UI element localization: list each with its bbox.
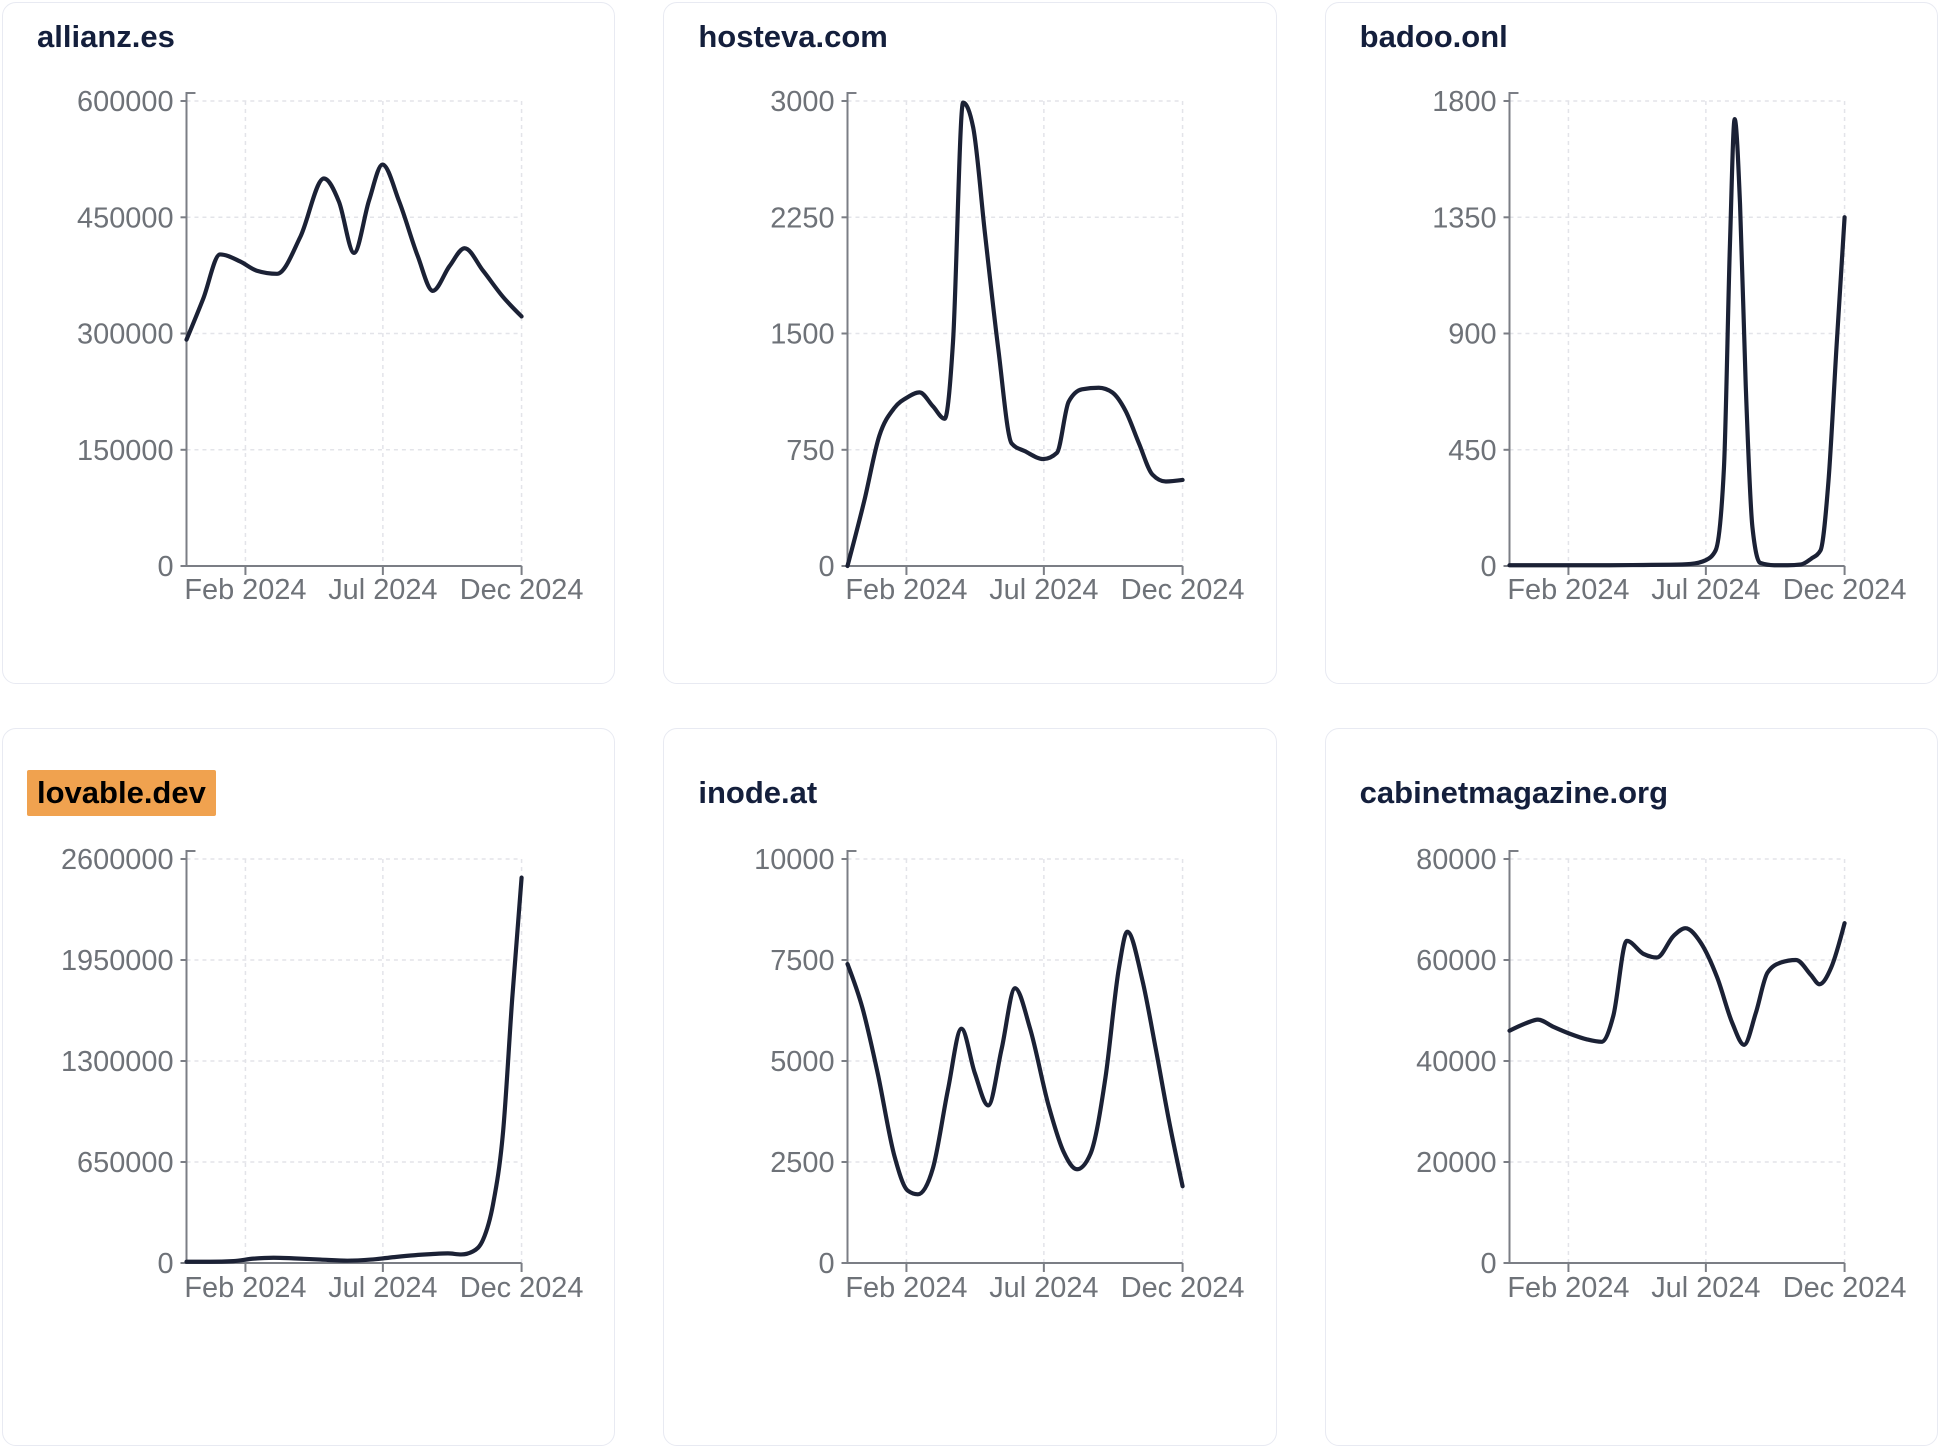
svg-text:Feb 2024: Feb 2024 xyxy=(1507,1272,1629,1304)
svg-text:Dec 2024: Dec 2024 xyxy=(460,1272,584,1304)
svg-text:2250: 2250 xyxy=(771,202,835,234)
chart-title: badoo.onl xyxy=(1360,19,1508,55)
domain-title-label: allianz.es xyxy=(37,19,175,54)
domain-title-label: hosteva.com xyxy=(698,19,888,54)
domain-title-label: cabinetmagazine.org xyxy=(1359,775,1669,810)
chart-card-badoo-onl: badoo.onl 0 450 900 1350 1800 Feb 2024 Jul 202… xyxy=(1324,2,1938,684)
svg-text:3000: 3000 xyxy=(771,86,835,118)
svg-text:10000: 10000 xyxy=(754,844,834,876)
svg-text:Jul 2024: Jul 2024 xyxy=(1651,1272,1760,1304)
svg-text:Jul 2024: Jul 2024 xyxy=(990,1272,1099,1304)
svg-text:450: 450 xyxy=(1448,435,1496,467)
chart-title: hosteva.com xyxy=(698,19,888,55)
line-chart-hosteva-com: 0 750 1500 2250 3000 Feb 2024 Jul 2024 Dec 2024 xyxy=(771,86,1245,606)
chart-card-hosteva-com: hosteva.com 0 750 1500 2250 3000 Feb 2024 Jul … xyxy=(663,2,1277,684)
domain-title-label: badoo.onl xyxy=(1359,19,1508,54)
chart-card-allianz-es: allianz.es 0 150000 300000 450000 600000 Feb … xyxy=(2,2,616,684)
chart-title: cabinetmagazine.org xyxy=(1360,775,1668,811)
svg-text:60000: 60000 xyxy=(1416,945,1496,977)
svg-text:Dec 2024: Dec 2024 xyxy=(460,574,584,606)
svg-text:0: 0 xyxy=(1480,1248,1496,1280)
chart-card-cabinetmagazine-org: cabinetmagazine.org 0 20000 40000 60000 8000… xyxy=(1324,728,1938,1446)
line-chart-inode-at: 0 2500 5000 7500 10000 Feb 2024 Jul 2024 Dec 20… xyxy=(754,844,1245,1304)
svg-text:1350: 1350 xyxy=(1432,202,1496,234)
svg-text:650000: 650000 xyxy=(77,1147,173,1179)
domain-title-label-highlighted: lovable.dev xyxy=(27,770,216,816)
svg-text:2500: 2500 xyxy=(771,1147,835,1179)
svg-text:Jul 2024: Jul 2024 xyxy=(1651,574,1760,606)
svg-text:1500: 1500 xyxy=(771,318,835,350)
line-chart-allianz-es: 0 150000 300000 450000 600000 Feb 2024 Jul 202… xyxy=(77,86,584,606)
svg-text:Feb 2024: Feb 2024 xyxy=(846,574,968,606)
chart-title: lovable.dev xyxy=(27,770,216,816)
svg-text:750: 750 xyxy=(787,435,835,467)
svg-text:5000: 5000 xyxy=(771,1046,835,1078)
line-chart-lovable-dev: 0 650000 1300000 1950000 2600000 Feb 2024 Jul … xyxy=(61,844,584,1304)
svg-text:0: 0 xyxy=(819,1248,835,1280)
domain-title-label: inode.at xyxy=(698,775,818,810)
svg-text:0: 0 xyxy=(157,551,173,583)
line-chart-badoo-onl: 0 450 900 1350 1800 Feb 2024 Jul 2024 Dec 2024 xyxy=(1432,86,1906,606)
svg-text:Feb 2024: Feb 2024 xyxy=(184,1272,306,1304)
chart-card-lovable-dev: lovable.dev 0 650000 1300000 1950000 2600000… xyxy=(2,728,616,1446)
svg-text:Feb 2024: Feb 2024 xyxy=(184,574,306,606)
chart-title: allianz.es xyxy=(37,19,175,55)
line-chart-cabinetmagazine-org: 0 20000 40000 60000 80000 Feb 2024 Jul 2024 Dec… xyxy=(1416,844,1906,1304)
svg-text:Jul 2024: Jul 2024 xyxy=(328,1272,437,1304)
svg-text:1800: 1800 xyxy=(1432,86,1496,118)
svg-text:80000: 80000 xyxy=(1416,844,1496,876)
svg-text:7500: 7500 xyxy=(771,945,835,977)
svg-text:600000: 600000 xyxy=(77,86,173,118)
svg-text:40000: 40000 xyxy=(1416,1046,1496,1078)
svg-text:300000: 300000 xyxy=(77,318,173,350)
svg-text:Dec 2024: Dec 2024 xyxy=(1782,1272,1906,1304)
chart-title: inode.at xyxy=(698,775,817,811)
svg-text:Dec 2024: Dec 2024 xyxy=(1782,574,1906,606)
svg-text:0: 0 xyxy=(1480,551,1496,583)
svg-text:2600000: 2600000 xyxy=(61,844,174,876)
svg-text:1300000: 1300000 xyxy=(61,1046,174,1078)
svg-text:0: 0 xyxy=(819,551,835,583)
svg-text:0: 0 xyxy=(157,1248,173,1280)
svg-text:20000: 20000 xyxy=(1416,1147,1496,1179)
svg-text:450000: 450000 xyxy=(77,202,173,234)
svg-text:1950000: 1950000 xyxy=(61,945,174,977)
chart-card-inode-at: inode.at 0 2500 5000 7500 10000 Feb 2024 Jul 2… xyxy=(663,728,1277,1446)
svg-text:Jul 2024: Jul 2024 xyxy=(990,574,1099,606)
svg-text:Dec 2024: Dec 2024 xyxy=(1121,574,1245,606)
svg-text:Feb 2024: Feb 2024 xyxy=(1507,574,1629,606)
svg-text:Feb 2024: Feb 2024 xyxy=(846,1272,968,1304)
svg-text:Dec 2024: Dec 2024 xyxy=(1121,1272,1245,1304)
svg-text:Jul 2024: Jul 2024 xyxy=(328,574,437,606)
svg-text:900: 900 xyxy=(1448,318,1496,350)
svg-text:150000: 150000 xyxy=(77,435,173,467)
